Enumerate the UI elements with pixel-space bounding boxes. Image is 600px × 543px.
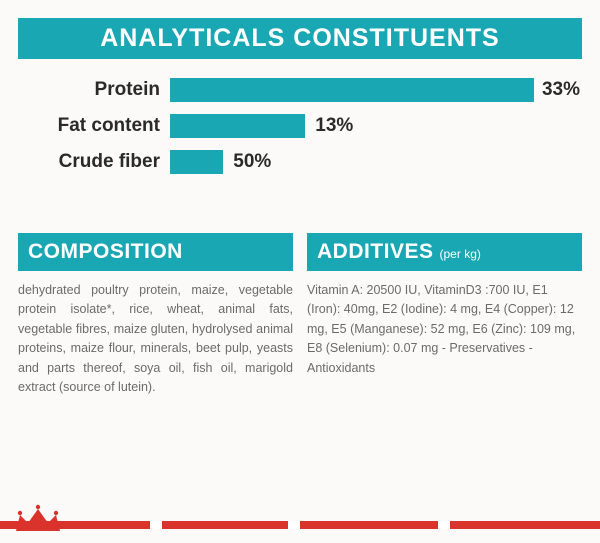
composition-title: COMPOSITION [28,240,183,264]
bar-track: 13% [170,114,580,138]
bar-row: Crude fiber 50% [20,147,580,177]
additives-body: Vitamin A: 20500 IU, VitaminD3 :700 IU, … [307,281,582,378]
bar-track: 33% [170,78,580,102]
analyticals-header: ANALYTICALS CONSTITUENTS [18,18,582,59]
crown-icon [10,501,66,537]
bar-row: Protein 33% [20,75,580,105]
composition-header: COMPOSITION [18,233,293,271]
bar-value: 50% [233,151,271,173]
bar-track: 50% [170,150,580,174]
bar-fill [170,150,223,174]
footer-stripe [0,521,600,529]
additives-title: ADDITIVES [317,240,434,264]
bar-label: Protein [20,79,170,101]
bar-fill [170,78,534,102]
bar-row: Fat content 13% [20,111,580,141]
analyticals-chart: Protein 33% Fat content 13% Crude fiber 50% [18,75,582,177]
additives-header: ADDITIVES (per kg) [307,233,582,271]
bar-label: Crude fiber [20,151,170,173]
bar-label: Fat content [20,115,170,137]
additives-subtitle: (per kg) [440,247,481,261]
bar-value: 33% [534,79,580,101]
bar-value: 13% [315,115,353,137]
bar-fill [170,114,305,138]
composition-column: COMPOSITION dehydrated poultry protein, … [18,233,293,397]
additives-column: ADDITIVES (per kg) Vitamin A: 20500 IU, … [307,233,582,397]
composition-body: dehydrated poultry protein, maize, veget… [18,281,293,397]
